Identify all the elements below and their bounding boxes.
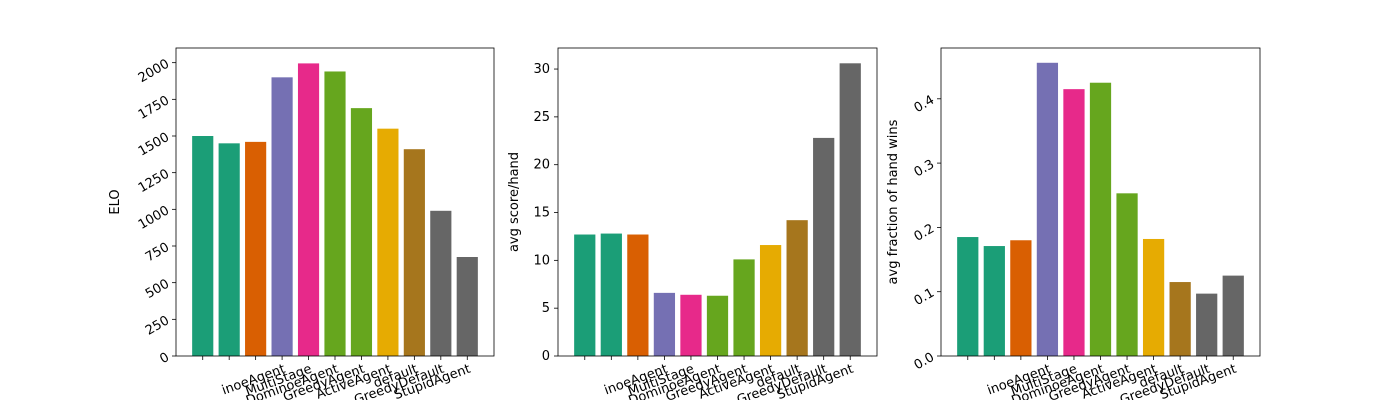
bar [983, 246, 1005, 356]
bar [680, 294, 702, 356]
bar [627, 234, 649, 356]
bar [297, 63, 320, 357]
y-tick-label: 20 [533, 158, 550, 173]
bar [324, 71, 346, 356]
bar [245, 141, 267, 356]
bar [1142, 238, 1165, 356]
bar [1169, 282, 1191, 356]
y-tick-label: 750 [143, 240, 172, 265]
hand-wins-chart: inoeAgentMultiStageDominoeAgentGreedyAge… [886, 47, 1261, 400]
y-tick-label: 1500 [136, 130, 172, 160]
bar [1222, 275, 1244, 356]
axes-frame [175, 47, 495, 357]
bar [813, 137, 835, 356]
y-tick-label: 500 [143, 277, 172, 302]
bar [600, 233, 622, 356]
bar [271, 77, 293, 356]
bar [403, 149, 425, 356]
y-tick-label: 25 [533, 110, 550, 125]
y-tick-label: 0.3 [912, 157, 937, 180]
bar [733, 259, 755, 356]
bar [218, 143, 240, 356]
bar [430, 210, 452, 356]
y-tick-label: 0 [542, 349, 550, 364]
axes-frame [940, 47, 1261, 357]
y-tick-label: 1250 [136, 167, 172, 197]
y-tick-label: 1000 [136, 203, 172, 233]
bar [1036, 62, 1059, 356]
bar [1116, 193, 1138, 356]
bar [1063, 89, 1085, 357]
bar [192, 136, 214, 356]
y-tick-label: 5 [542, 301, 550, 316]
y-tick-label: 15 [533, 206, 550, 221]
y-tick-label: 0.0 [912, 350, 937, 373]
y-tick-label: 10 [533, 253, 550, 268]
bar [456, 257, 478, 356]
bar [377, 128, 399, 356]
y-tick-label: 1750 [136, 93, 172, 123]
bar [706, 295, 729, 356]
bar [1196, 293, 1218, 356]
y-axis-label: ELO [108, 189, 123, 214]
y-tick-label: 0 [157, 350, 172, 367]
y-tick-label: 0.1 [912, 286, 937, 309]
elo-chart: inoeAgentMultiStageDominoeAgentGreedyAge… [108, 47, 495, 400]
y-axis-label: avg fraction of hand wins [886, 119, 901, 284]
y-tick-label: 30 [533, 62, 550, 77]
bar [1089, 82, 1112, 356]
bar [957, 237, 979, 356]
bar [786, 220, 808, 356]
y-tick-label: 2000 [136, 57, 172, 87]
bar [574, 234, 596, 356]
bar [1010, 240, 1032, 356]
y-axis-label: avg score/hand [507, 152, 522, 252]
bar [759, 245, 782, 356]
bar [653, 292, 676, 356]
bar [839, 63, 861, 357]
y-tick-label: 250 [143, 313, 172, 338]
axes-frame [557, 47, 878, 357]
score-chart: inoeAgentMultiStageDominoeAgentGreedyAge… [507, 47, 878, 400]
y-tick-label: 0.2 [912, 221, 937, 244]
bar [350, 108, 373, 356]
y-tick-label: 0.4 [912, 93, 937, 116]
